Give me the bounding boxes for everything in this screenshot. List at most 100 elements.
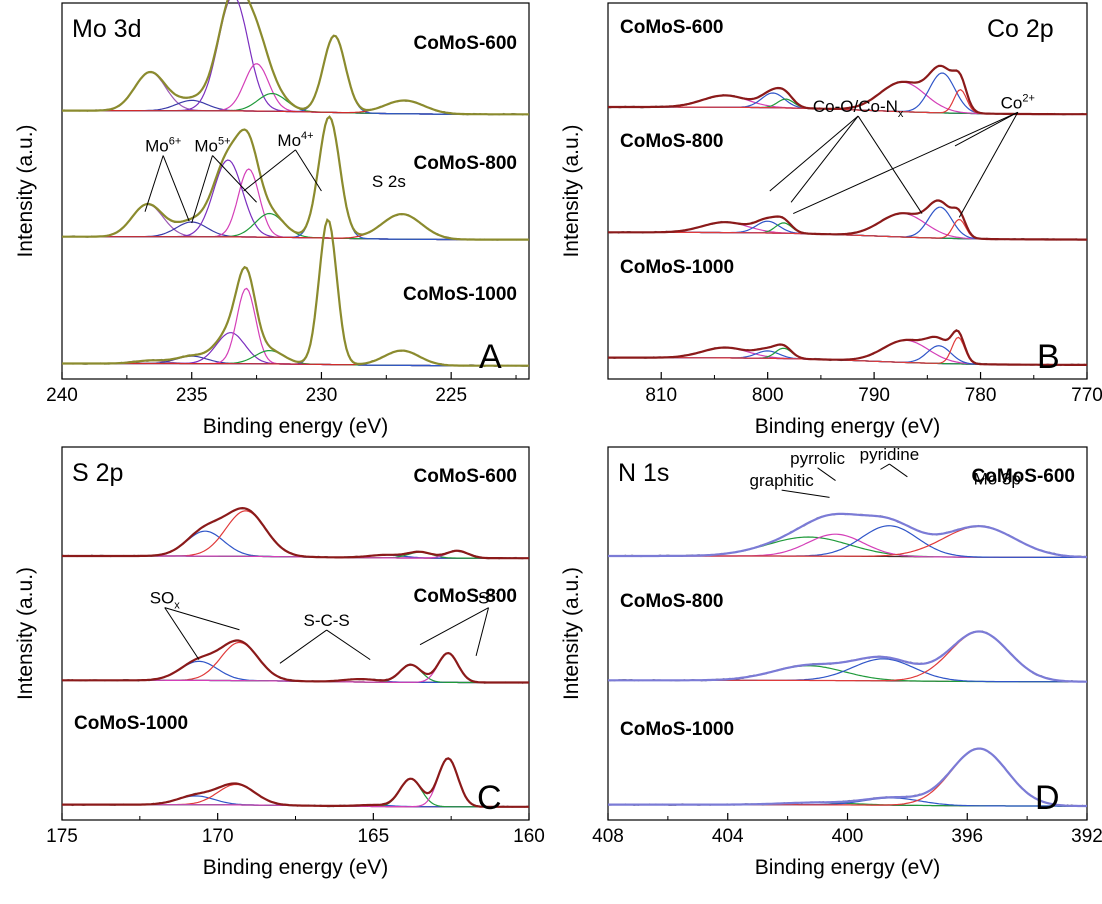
series-comos-800: CoMoS-800 [607,131,1088,241]
annotation-label: S-C-S [303,611,349,630]
x-tick-label: 780 [965,385,997,406]
annotation: Mo4+ [243,130,322,192]
series-comos-800: CoMoS-800 [607,591,1088,683]
x-tick-label: 392 [1071,826,1102,847]
raw-data-line [608,747,1088,808]
envelope-fit-line [608,747,1087,808]
envelope-fit-line [608,329,1087,366]
x-tick-label: 160 [513,826,545,847]
x-tick-label: 408 [592,826,624,847]
annotation: SOx [150,589,240,660]
series-comos-800: CoMoS-800 [61,115,530,241]
annotation-leader-line [295,149,322,192]
annotation-leader-line [958,112,1019,218]
sample-label: CoMoS-600 [972,466,1075,487]
sample-label: CoMoS-1000 [74,713,188,734]
x-axis-title: Binding energy (eV) [755,415,941,438]
annotation-leader-line [419,607,489,646]
sample-label: CoMoS-600 [620,17,723,38]
x-tick-label: 790 [858,385,890,406]
annotation-leader-line [781,489,830,498]
annotation-label: Co-O/Co-Nx [813,97,904,120]
envelope-fit-line [608,64,1087,116]
annotation-leader-line [475,607,490,657]
annotation-label: pyridine [860,445,920,464]
annotation-leader-line [857,115,923,214]
sample-label: CoMoS-800 [414,153,517,174]
x-tick-label: 225 [435,385,467,406]
component-peak [608,525,1088,558]
x-tick-label: 235 [176,385,208,406]
component-peak [608,748,1087,807]
envelope-fit-line [62,757,529,808]
annotation-leader-line [769,115,859,192]
panel-title: N 1s [618,459,669,487]
component-peak [62,71,529,115]
annotation: Co2+ [793,92,1035,218]
panel-c: CoMoS-600 CoMoS-800 CoMoS-1000 SOx S-C-S S2- 1… [14,446,545,879]
annotation: Mo6+ [144,136,190,222]
annotation-leader-line [817,467,836,481]
annotation-label: Mo 3p [974,469,1021,488]
panel-b: CoMoS-600 CoMoS-800 CoMoS-1000 Co-O/Co-Nx Co… [560,2,1102,438]
sample-label: CoMoS-600 [414,466,517,487]
annotation-leader-line [793,111,1019,215]
annotation-label: pyrrolic [790,449,845,468]
sample-label: CoMoS-800 [414,586,517,607]
panel-letter: D [1035,779,1060,817]
annotation: pyridine [860,445,920,478]
annotation-leader-line [212,155,257,203]
annotation-leader-line [164,607,200,660]
x-tick-label: 165 [357,826,389,847]
annotation-leader-line [191,155,213,224]
annotation-leader-line [279,629,327,664]
sample-label: CoMoS-800 [620,591,723,612]
x-axis-title: Binding energy (eV) [203,415,389,438]
series-comos-1000: CoMoS-1000 [607,257,1088,367]
x-tick-label: 400 [832,826,864,847]
plot-frame [61,446,530,821]
envelope-fit-line [608,512,1088,559]
series-comos-600: CoMoS-600 [607,17,1087,116]
panel-d: CoMoS-600 CoMoS-800 CoMoS-1000 graphitic pyr… [560,445,1102,879]
component-peak [608,525,1087,558]
annotation-label: Mo4+ [277,130,313,150]
sample-label: CoMoS-600 [414,33,517,54]
plot-frame [607,2,1088,380]
y-axis-title: Intensity (a.u.) [14,567,37,700]
raw-data-line [61,640,530,684]
annotation-leader-line [162,155,190,222]
series-comos-800: CoMoS-800 [61,586,530,684]
annotation-label: Mo5+ [194,136,230,156]
panel-a: CoMoS-600 CoMoS-800 CoMoS-1000 Mo6+ Mo5+ Mo4+… [14,0,530,438]
envelope-fit-line [62,217,529,367]
annotation: Co-O/Co-Nx [769,97,923,214]
annotation: graphitic [750,471,830,498]
annotation: Mo5+ [191,136,257,224]
plot-frame [607,446,1088,821]
series-comos-600: CoMoS-600 [61,0,530,116]
component-peak [608,536,1087,558]
envelope-fit-line [62,639,529,684]
annotation-leader-line [889,463,908,478]
series-comos-600: CoMoS-600 [61,466,530,560]
annotation-label: Mo6+ [145,136,181,156]
annotation-label: Co2+ [1001,92,1035,112]
annotation-label: S2- [478,588,499,608]
envelope-fit-line [608,199,1087,241]
panel-letter: B [1037,338,1060,376]
x-tick-label: 396 [951,826,983,847]
panel-title: S 2p [72,459,123,487]
component-peak [62,783,529,808]
annotation-leader-line [243,149,296,192]
x-tick-label: 800 [752,385,784,406]
annotation: S 2s [372,172,406,191]
component-peak [608,336,1087,366]
annotation-leader-line [790,115,859,203]
x-tick-label: 240 [46,385,78,406]
x-tick-label: 170 [202,826,234,847]
envelope-fit-line [608,630,1087,683]
y-axis-title: Intensity (a.u.) [560,124,583,257]
